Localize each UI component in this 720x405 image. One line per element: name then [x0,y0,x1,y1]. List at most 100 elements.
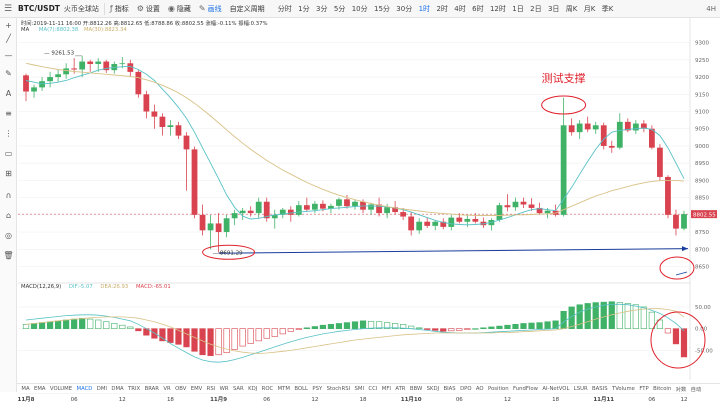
indicator-tab[interactable]: BASIS [592,385,608,392]
indicator-tab[interactable]: MACD [76,385,93,392]
indicator-tab[interactable]: KDJ [248,385,258,392]
indicator-tab[interactable]: ROC [261,385,274,392]
macd-bar-negative [199,328,206,356]
candle-body [167,125,174,127]
macd-bar-positive [359,320,367,329]
indicator-tab[interactable]: MA [21,385,30,392]
interval-tab[interactable]: 2日 [530,4,542,13]
indicator-tab[interactable]: TVolume [611,385,635,392]
indicator-tab[interactable]: WR [219,385,229,392]
interval-tab[interactable]: 1日 [512,4,524,13]
indicator-tab[interactable]: CCI [368,385,378,392]
macd-bar-positive [528,322,535,329]
pen-icon[interactable]: ✎ [5,69,12,78]
indicator-button[interactable]: ƒ 指标 [109,4,129,13]
indicator-tab[interactable]: ATR [395,385,406,392]
rectangle-icon[interactable]: ▭ [4,149,13,158]
indicator-tab[interactable]: FTP [639,385,649,392]
indicator-tab[interactable]: PSY [312,385,323,392]
macd-bar-negative [664,328,672,334]
indicator-tab[interactable]: BRAR [144,385,159,392]
draw-line-button[interactable]: ✎ 画线 [198,4,222,13]
interval-tab[interactable]: 3日 [547,4,560,13]
interval-tab[interactable]: 5分 [333,4,346,13]
macd-bar-negative [279,328,286,335]
indicator-tab[interactable]: Position [488,385,509,392]
indicator-tab[interactable]: RSI [206,385,216,392]
indicator-tab[interactable]: MTM [277,385,290,392]
interval-tab[interactable]: 季K [601,4,614,13]
indicator-tab[interactable]: BBW [409,385,423,392]
interval-tab[interactable]: 月K [583,4,596,13]
interval-tab[interactable]: 1分 [298,4,310,13]
indicator-tab[interactable]: VR [163,385,171,392]
indicator-tab[interactable]: VOLUME [49,385,73,392]
layout-label[interactable]: 4H [706,4,716,13]
indicator-tab[interactable]: AI-NetVOL [542,385,570,392]
indicator-tab[interactable]: MFI [381,385,391,392]
channel-icon[interactable]: ≡ [5,109,12,118]
y-tick-label: 8850 [695,196,709,202]
symbol-selector[interactable]: BTC/USDT [18,4,60,13]
settings-button[interactable]: ⚙ 设置 [136,4,160,13]
candle-body [320,203,326,209]
indicator-tab[interactable]: Bitcoin [653,385,672,392]
indicator-tab[interactable]: DPO [460,385,472,392]
interval-tab[interactable]: 4时 [454,4,466,13]
exchange-label[interactable]: 火币全球站 [63,4,99,13]
interval-tab[interactable]: 30分 [396,4,413,13]
candle-body [368,204,374,210]
indicator-tab[interactable]: SKDJ [426,385,440,392]
interval-tab[interactable]: 3分 [316,4,328,13]
candle-body [416,221,423,231]
interval-tab[interactable]: 12时 [489,4,506,13]
candle-body [544,210,551,214]
lock-icon[interactable]: ⌂ [5,211,12,220]
eye-icon: ◉ [167,4,175,13]
indicator-tab[interactable]: BOLL [294,385,308,392]
indicator-tab[interactable]: BIAS [443,385,456,392]
interval-tab[interactable]: 10分 [351,4,368,13]
macd-bar-negative [448,328,455,332]
measure-icon[interactable]: ⊞ [5,169,12,178]
eye-toggle-icon[interactable]: ◎ [5,231,12,240]
indicator-tab[interactable]: DMI [96,385,107,392]
interval-tab[interactable]: 6时 [472,4,484,13]
text-tool-icon[interactable]: A [5,89,12,98]
indicator-tab[interactable]: AO [475,385,484,392]
y-tick-label: 9200 [695,75,709,81]
indicator-tab[interactable]: FundFlow [513,385,538,392]
macd-bar-negative [440,328,447,332]
indicator-tab[interactable]: OBV [175,385,187,392]
indicator-tab[interactable]: LSUR [573,385,588,392]
macd-bar-positive [560,310,567,329]
trash-icon[interactable]: 🗑 [3,251,14,260]
magnet-icon[interactable]: ∩ [5,191,12,200]
indicator-tab[interactable]: StochRSI [326,385,351,392]
interval-tab[interactable]: 分时 [277,4,292,13]
indicator-tab[interactable]: SAR [232,385,244,392]
indicator-tab[interactable]: TRIX [128,385,141,392]
menu-icon[interactable]: ☰ [3,3,13,14]
macd-bar-positive [536,322,543,329]
interval-tab[interactable]: 2时 [436,4,448,13]
indicator-tab[interactable]: EMA [33,385,46,392]
fibonacci-icon[interactable]: ⋮ [4,129,13,138]
interval-tab[interactable]: 1时 [418,4,431,13]
custom-period-button[interactable]: 自定义周期 [229,4,265,13]
candle-body [87,61,94,64]
crosshair-icon[interactable]: + [5,21,12,30]
indicator-tab[interactable]: EMV [190,385,203,392]
x-tick-label: 11月8 [18,395,35,403]
indicator-tab[interactable]: 自动 [690,386,702,393]
horizontal-line-icon[interactable]: — [4,51,13,60]
draw-line-icon: ✎ [198,4,206,13]
interval-tab[interactable]: 周K [565,4,578,13]
interval-tab[interactable]: 15分 [374,4,390,13]
indicator-tab[interactable]: DMA [111,385,124,392]
indicator-tab[interactable]: SMI [354,385,365,392]
indicator-tab[interactable]: 对数 [675,386,687,393]
trend-line-icon[interactable]: ╱ [6,34,11,43]
hide-button[interactable]: ◉ 隐藏 [167,4,191,13]
